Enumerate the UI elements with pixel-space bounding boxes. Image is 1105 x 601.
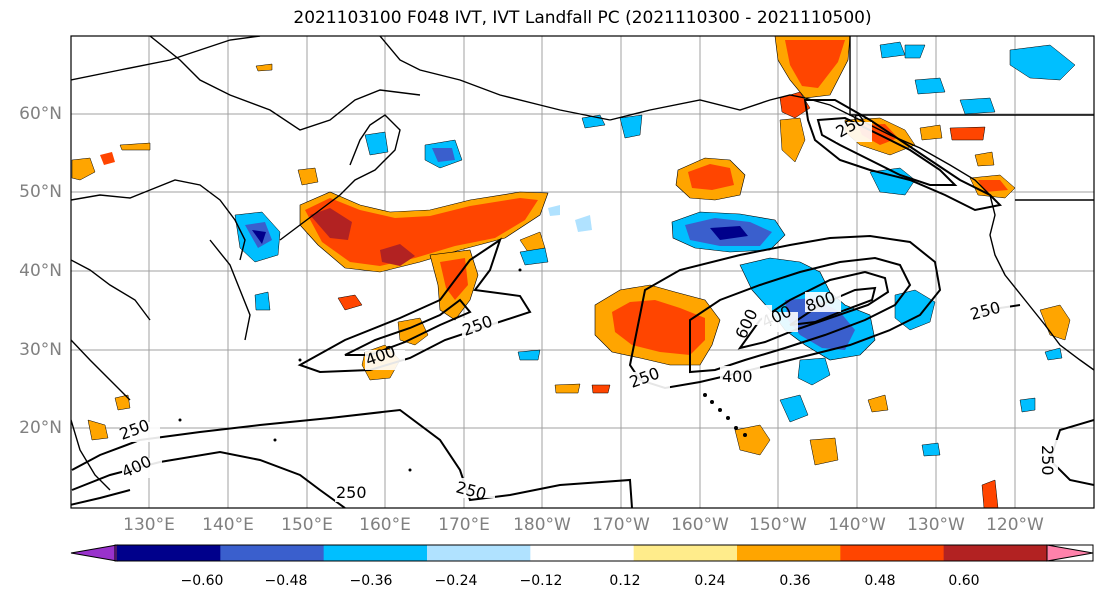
longitude-label: 170°E [438, 515, 490, 535]
contour-label: 400 [722, 367, 753, 386]
pc-shading [71, 36, 1076, 508]
colorbar-tick-label: 0.36 [779, 573, 811, 589]
longitude-label: 170°W [592, 515, 650, 535]
colorbar-tick-label: −0.60 [180, 573, 224, 589]
map-frame [70, 35, 1095, 509]
longitude-label: 140°E [202, 515, 254, 535]
colorbar-segment [117, 545, 221, 561]
coastlines [71, 36, 1094, 491]
colorbar-tick-label: −0.48 [264, 573, 308, 589]
longitude-label: 160°E [359, 515, 411, 535]
colorbar-tick-label: 0.12 [609, 573, 641, 589]
colorbar-segment [530, 545, 635, 561]
colorbar-tick-label: 0.60 [948, 573, 980, 589]
island-markers [178, 268, 747, 472]
colorbar-tick-label: 0.24 [694, 573, 726, 589]
map-title: 2021103100 F048 IVT, IVT Landfall PC (20… [293, 8, 872, 28]
colorbar-segment [220, 545, 325, 561]
colorbar-tick-label: −0.36 [349, 573, 393, 589]
colorbar-segment [943, 545, 1048, 561]
colorbar-tick-label: −0.12 [519, 573, 563, 589]
longitude-label: 140°W [828, 515, 886, 535]
latitude-label: 50°N [19, 182, 62, 202]
colorbar-tick-label: 0.48 [864, 573, 896, 589]
longitude-label: 160°W [671, 515, 729, 535]
latitude-label: 40°N [19, 261, 62, 281]
contour-label: 250 [336, 483, 367, 502]
colorbar-frame [114, 544, 1094, 562]
colorbar-segment [70, 544, 118, 562]
contour-label: 250 [1038, 445, 1057, 476]
colorbar-segment [840, 545, 945, 561]
longitude-label: 130°E [123, 515, 175, 535]
latitude-label: 30°N [19, 340, 62, 360]
longitude-label: 150°W [749, 515, 807, 535]
colorbar-segment [737, 545, 841, 561]
colorbar-segment [323, 545, 428, 561]
latitude-label: 20°N [19, 418, 62, 438]
longitude-label: 150°E [281, 515, 333, 535]
colorbar-segment [633, 545, 738, 561]
latitude-label: 60°N [19, 104, 62, 124]
longitude-label: 120°W [986, 515, 1044, 535]
colorbar-tick-label: −0.24 [434, 573, 478, 589]
colorbar-segment [1046, 544, 1094, 562]
colorbar-segment [427, 545, 531, 561]
longitude-label: 180°W [513, 515, 571, 535]
longitude-label: 130°W [907, 515, 965, 535]
